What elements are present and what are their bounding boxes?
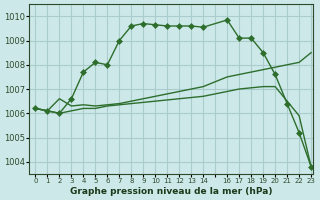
X-axis label: Graphe pression niveau de la mer (hPa): Graphe pression niveau de la mer (hPa) xyxy=(70,187,273,196)
